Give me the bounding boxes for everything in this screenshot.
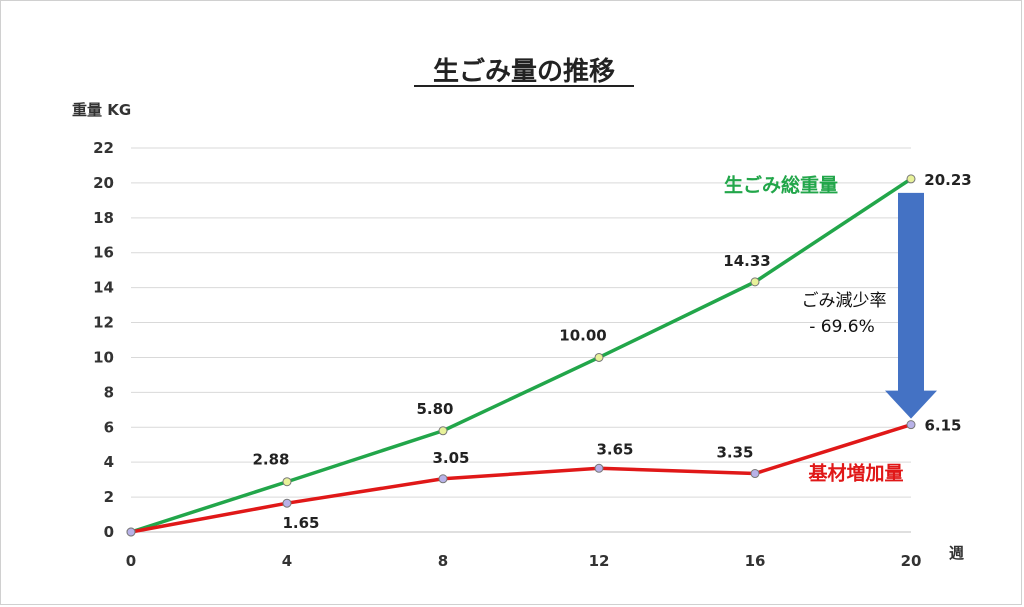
- reduction-rate-label: ごみ減少率: [802, 291, 887, 311]
- series-point-1: [282, 498, 292, 508]
- x-tick-label: 0: [126, 552, 136, 570]
- reduction-arrow-group: [885, 192, 937, 419]
- series-point-1: [906, 420, 916, 430]
- data-label: 3.35: [716, 444, 753, 462]
- y-tick-label: 2: [104, 488, 114, 506]
- series-point-0: [750, 277, 760, 287]
- series-point-1: [594, 463, 604, 473]
- reduction-arrow: [885, 192, 937, 419]
- y-tick-label: 14: [93, 279, 114, 297]
- data-label: 5.80: [416, 400, 453, 418]
- grid-lines: [131, 147, 911, 533]
- y-tick-label: 16: [93, 244, 114, 262]
- series-point-0: [906, 174, 916, 184]
- x-axis-label: 週: [949, 544, 964, 562]
- series-point-0: [438, 426, 448, 436]
- y-tick-label: 6: [104, 418, 114, 436]
- data-labels: 2.88 5.80 10.00 14.33 20.23 1.65 3.05 3.65 3.35 6…: [252, 171, 971, 532]
- axis-ticks: 0 2 4 6 8 10 12 14 16 18 20 22 0 4 8 12 16 20: [93, 139, 921, 570]
- series-point-0: [594, 352, 604, 362]
- data-label: 10.00: [559, 326, 606, 344]
- series-point-1: [750, 469, 760, 479]
- x-tick-label: 8: [438, 552, 448, 570]
- data-label: 14.33: [723, 252, 770, 270]
- y-tick-label: 20: [93, 174, 114, 192]
- x-tick-label: 20: [901, 552, 922, 570]
- y-tick-label: 22: [93, 139, 114, 157]
- series-point-1: [126, 527, 136, 537]
- data-label: 20.23: [924, 171, 971, 189]
- x-tick-label: 12: [589, 552, 610, 570]
- y-tick-label: 8: [104, 383, 114, 401]
- y-axis-label: 重量 KG: [72, 101, 131, 119]
- y-tick-label: 10: [93, 348, 114, 366]
- series-line-0: [130, 177, 912, 534]
- series-group: [126, 174, 916, 537]
- y-tick-label: 18: [93, 209, 114, 227]
- series-point-1: [438, 474, 448, 484]
- y-tick-label: 0: [104, 523, 114, 541]
- data-label: 3.65: [596, 440, 633, 458]
- data-label: 3.05: [432, 449, 469, 467]
- data-label: 6.15: [924, 417, 961, 435]
- data-label: 2.88: [252, 451, 289, 469]
- y-tick-label: 4: [104, 453, 114, 471]
- x-tick-label: 16: [745, 552, 766, 570]
- series-point-0: [282, 477, 292, 487]
- chart-title: 生ごみ量の推移: [433, 56, 615, 87]
- x-tick-label: 4: [282, 552, 292, 570]
- reduction-rate-value: - 69.6%: [809, 317, 875, 337]
- data-label: 1.65: [282, 514, 319, 532]
- series-name-label: 生ごみ総重量: [724, 174, 838, 197]
- y-tick-label: 12: [93, 314, 114, 332]
- series-name-label: 基材増加量: [807, 462, 903, 485]
- series-line-1: [130, 422, 912, 534]
